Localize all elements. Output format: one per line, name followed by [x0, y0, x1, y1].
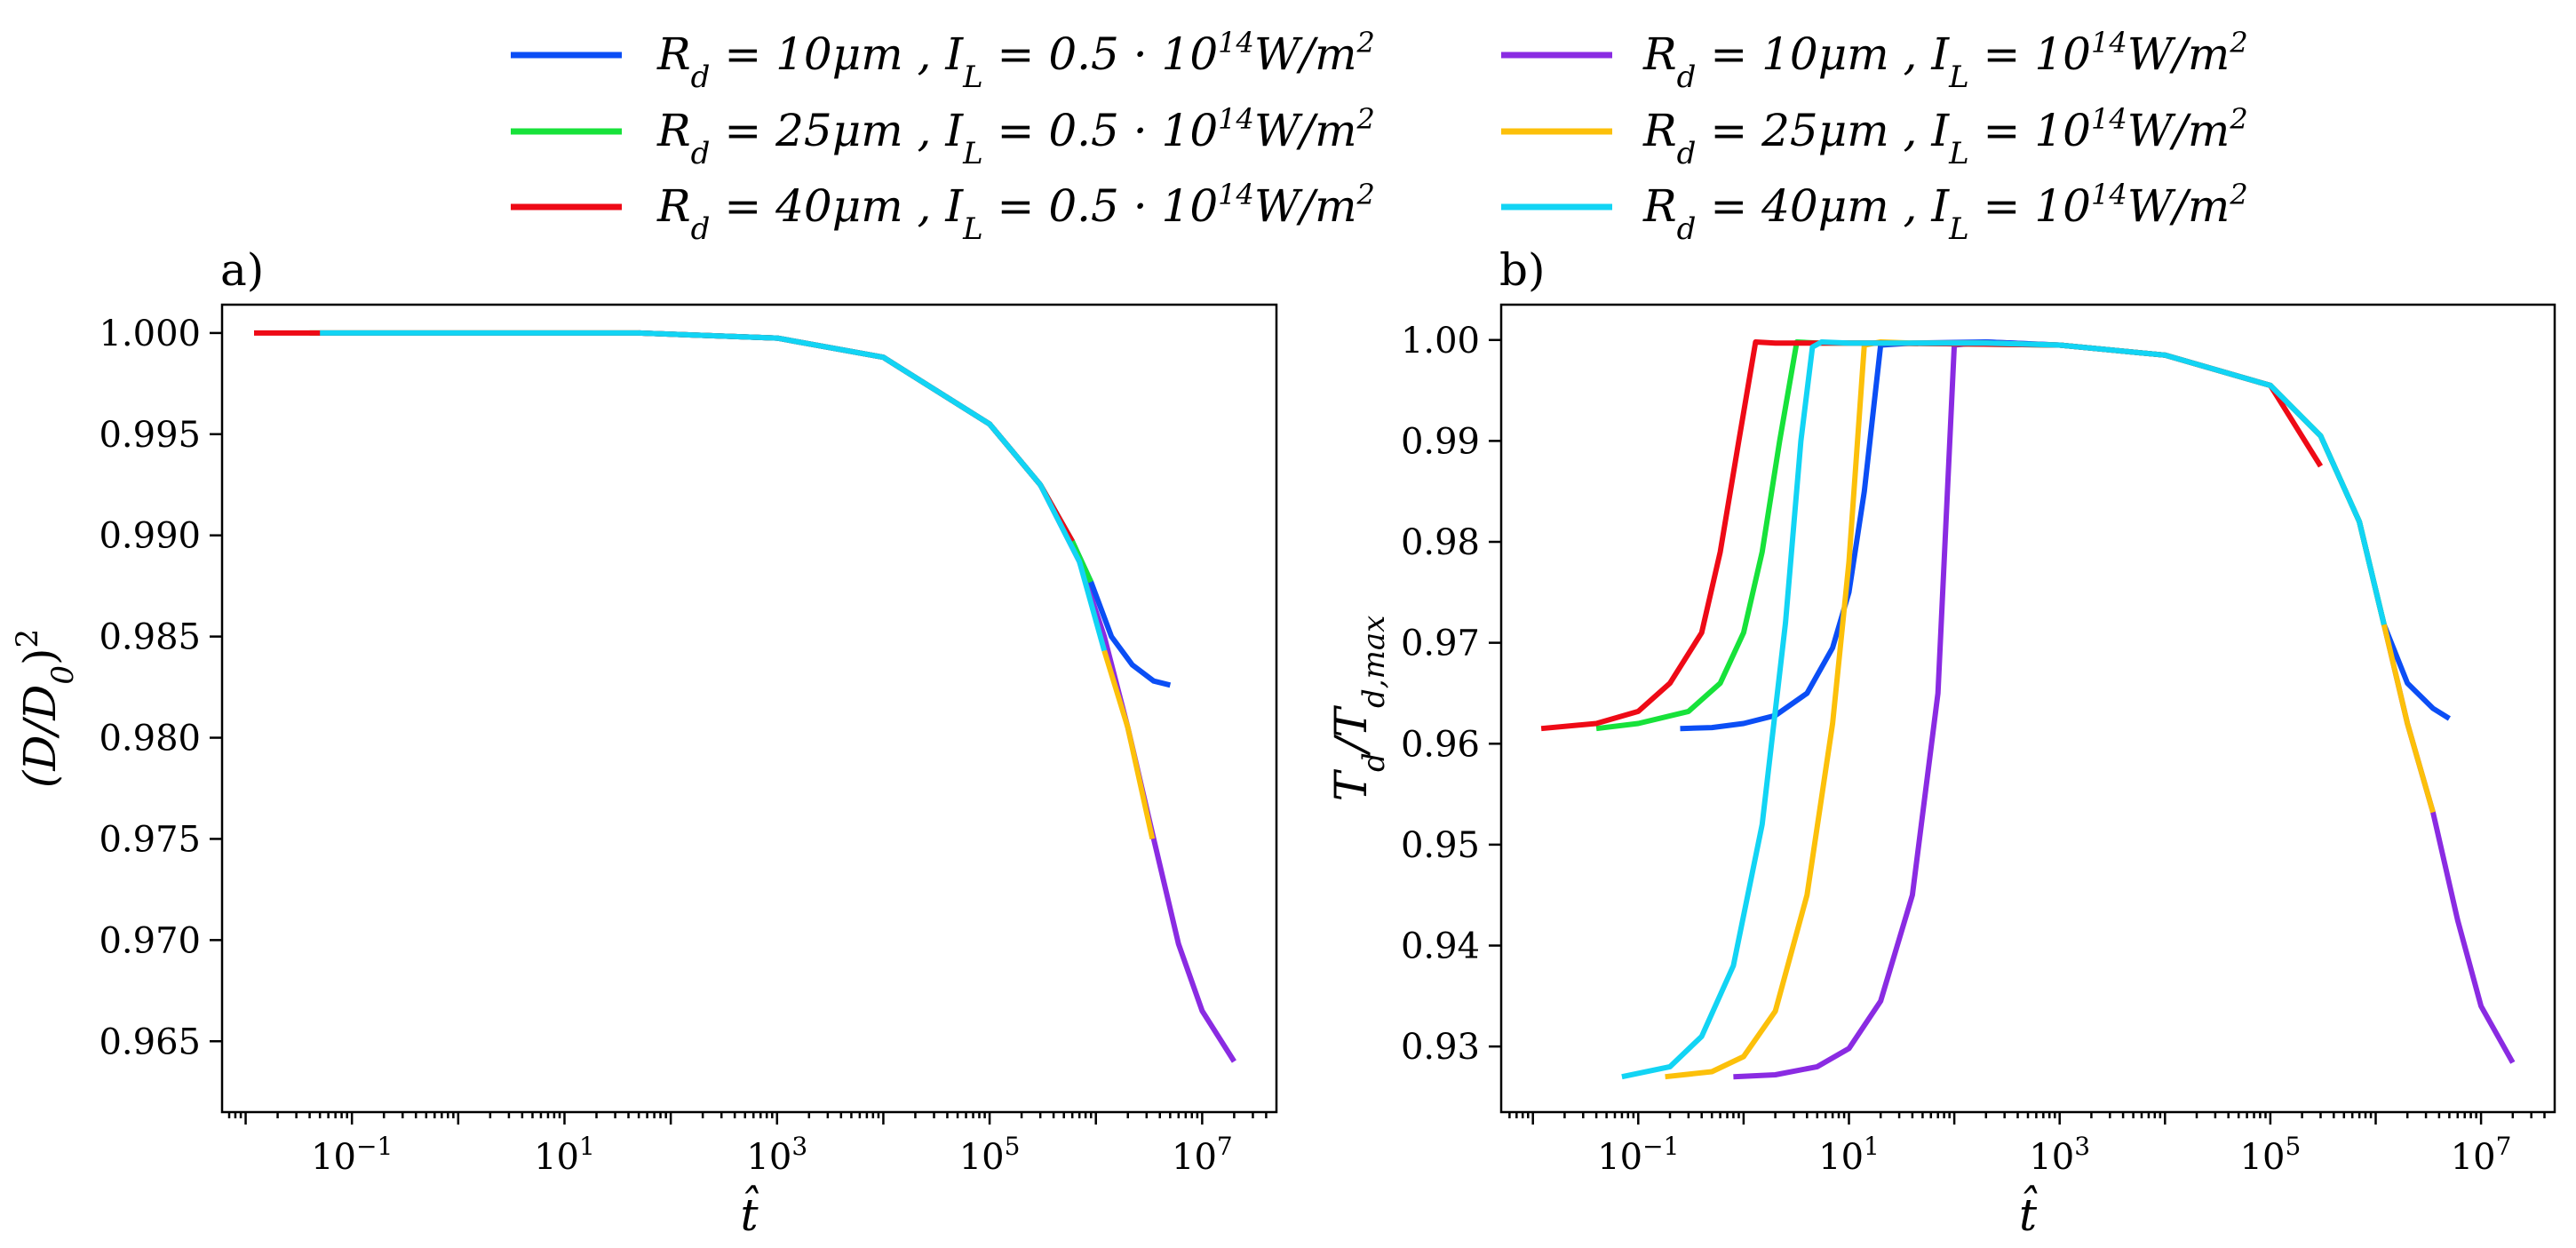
- legend-item-s3: Rd = 40μm , IL = 0.5 · 1014W/m2: [511, 178, 1375, 247]
- panel-a-ytick-label: 0.990: [99, 516, 201, 557]
- panel-b-ytick-label: 0.93: [1401, 1027, 1480, 1068]
- panel-b-series-group: [1540, 339, 2516, 1080]
- legend-il-s1: 0.5 · 10: [1048, 28, 1218, 80]
- legend-label-s2: Rd = 25μm , IL = 0.5 · 1014W/m2: [656, 102, 1375, 171]
- legend-label-s6: Rd = 40μm , IL = 1014W/m2: [1642, 178, 2248, 247]
- panel-b-ytick-label: 0.98: [1401, 522, 1480, 563]
- panel-b-ytick-label: 0.96: [1401, 724, 1480, 765]
- panel-b-plot-frame: [1499, 303, 2556, 1114]
- legend-rd-s4: 10μm: [1761, 28, 1889, 80]
- panel-b-xtick-label: 103: [2029, 1132, 2090, 1179]
- legend-item-s5: Rd = 25μm , IL = 1014W/m2: [1501, 102, 2248, 171]
- panel-a-ytick-label: 0.975: [99, 819, 201, 860]
- legend-rd-s3: 40μm: [775, 180, 903, 232]
- panel-b-xtick-label: 107: [2451, 1132, 2512, 1179]
- legend-label-s5: Rd = 25μm , IL = 1014W/m2: [1642, 102, 2248, 171]
- panel-b-series-s2: [1595, 339, 2387, 732]
- legend-label-s1: Rd = 10μm , IL = 0.5 · 1014W/m2: [656, 26, 1375, 95]
- panel-a-xtick-label: 101: [534, 1132, 595, 1179]
- panel-a-series-s3: [254, 330, 1075, 543]
- legend-label-s4: Rd = 10μm , IL = 1014W/m2: [1642, 26, 2248, 95]
- panel-a-ytick-label: 1.000: [99, 314, 201, 354]
- legend-label-s3: Rd = 40μm , IL = 0.5 · 1014W/m2: [656, 178, 1375, 247]
- legend-item-s6: Rd = 40μm , IL = 1014W/m2: [1501, 178, 2248, 247]
- panel-b-ytick-label: 0.95: [1401, 825, 1480, 866]
- panel-b-ytick-label: 1.00: [1401, 321, 1480, 362]
- panel-b-series-s4: [1733, 339, 2516, 1080]
- legend-item-s1: Rd = 10μm , IL = 0.5 · 1014W/m2: [511, 26, 1375, 95]
- legend-il-s5: 10: [2034, 105, 2091, 156]
- legend-rd-s5: 25μm: [1761, 105, 1889, 156]
- panel-b-minor-ticks: [1508, 1112, 2546, 1118]
- panel-b-xtick-label: 105: [2240, 1132, 2302, 1179]
- panel-a-plot-frame: [220, 303, 1278, 1114]
- panel-a-series-group: [254, 330, 1236, 1063]
- panel-a-series-s5: [1101, 649, 1156, 840]
- panel-a-series-s6: [320, 330, 1108, 652]
- panel-b-xtick-label: 10−1: [1597, 1132, 1679, 1179]
- panel-a-xtick-label: 105: [959, 1132, 1021, 1179]
- panel-a-xlabel: t̂: [740, 1184, 759, 1241]
- panel-b-series-s3: [1540, 339, 2324, 732]
- panel-a: a) 10−1 101 103 105 107 1.000 0.995 0.990 0.985 0.…: [10, 244, 1278, 1241]
- panel-b-ytick-label: 0.97: [1401, 624, 1480, 664]
- panel-b-label: b): [1499, 244, 1546, 296]
- panel-a-series-s2: [309, 330, 1093, 584]
- legend-rd-s1: 10μm: [775, 28, 903, 80]
- panel-a-series-s4: [638, 330, 1236, 1063]
- panel-a-series-s1: [638, 330, 1172, 688]
- panel-a-minor-ticks: [227, 1112, 1268, 1118]
- panel-a-ytick-label: 0.980: [99, 719, 201, 759]
- legend-il-s4: 10: [2034, 28, 2091, 80]
- panel-b-xlabel: t̂: [2019, 1184, 2038, 1241]
- panel-a-label: a): [220, 244, 264, 296]
- panel-a-ytick-label: 0.970: [99, 920, 201, 961]
- legend-il-s6: 10: [2034, 180, 2091, 232]
- panel-a-xtick-label: 107: [1172, 1132, 1233, 1179]
- panel-a-xtick-label: 10−1: [311, 1132, 393, 1179]
- legend-il-s3: 0.5 · 10: [1048, 180, 1218, 232]
- panel-b-xtick-label: 101: [1818, 1132, 1880, 1179]
- panel-a-ytick-label: 0.985: [99, 617, 201, 658]
- panel-a-ylabel: (D/D0)2: [10, 629, 81, 788]
- panel-b-series-s6: [1621, 339, 2387, 1080]
- legend-il-s2: 0.5 · 10: [1048, 105, 1218, 156]
- legend-rd-s6: 40μm: [1761, 180, 1889, 232]
- panel-b: b) 10−1 101 103 105 107 1.00 0.99 0.98 0.97 0.96 0.…: [1325, 244, 2556, 1241]
- legend: Rd = 10μm , IL = 0.5 · 1014W/m2 Rd = 25μm…: [511, 26, 2248, 247]
- panel-a-xtick-label: 103: [746, 1132, 807, 1179]
- legend-rd-s2: 25μm: [775, 105, 903, 156]
- panel-b-ytick-label: 0.99: [1401, 421, 1480, 462]
- legend-item-s2: Rd = 25μm , IL = 0.5 · 1014W/m2: [511, 102, 1375, 171]
- panel-a-ytick-label: 0.965: [99, 1021, 201, 1062]
- legend-item-s4: Rd = 10μm , IL = 1014W/m2: [1501, 26, 2248, 95]
- panel-b-ytick-label: 0.94: [1401, 926, 1480, 967]
- panel-b-ylabel: Td/Td,max: [1325, 616, 1392, 802]
- panel-a-ytick-label: 0.995: [99, 415, 201, 456]
